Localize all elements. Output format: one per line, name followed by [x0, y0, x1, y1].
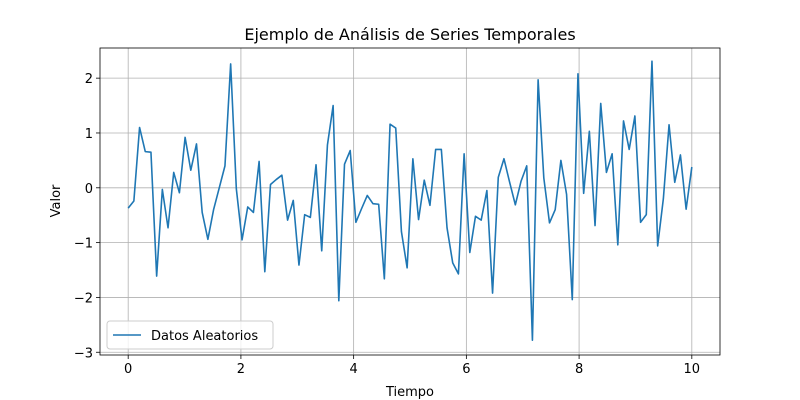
- x-tick-label: 10: [684, 362, 701, 377]
- y-tick-label: −2: [74, 291, 93, 306]
- series-group: [127, 60, 693, 342]
- x-tick-label: 4: [349, 362, 357, 377]
- plot-frame: [99, 47, 721, 356]
- y-tick-label: 0: [85, 182, 93, 197]
- y-tick-label: −1: [74, 237, 93, 252]
- legend: Datos Aleatorios: [106, 320, 274, 350]
- x-tick-label: 2: [237, 362, 245, 377]
- y-tick-label: −3: [74, 346, 93, 361]
- y-axis-label: Valor: [49, 184, 64, 217]
- x-tick-label: 0: [124, 362, 132, 377]
- x-axis: 0 2 4 6 8 10: [124, 355, 700, 377]
- x-tick-label: 6: [462, 362, 470, 377]
- x-tick-label: 8: [575, 362, 583, 377]
- series-line: [127, 60, 693, 342]
- y-tick-label: 2: [85, 72, 93, 87]
- legend-box: [106, 320, 274, 350]
- legend-label: Datos Aleatorios: [151, 329, 258, 344]
- x-axis-label: Tiempo: [385, 385, 434, 400]
- y-tick-label: 1: [85, 127, 93, 142]
- chart-title: Ejemplo de Análisis de Series Temporales: [244, 25, 575, 44]
- y-axis: −3 −2 −1 0 1 2: [74, 72, 100, 361]
